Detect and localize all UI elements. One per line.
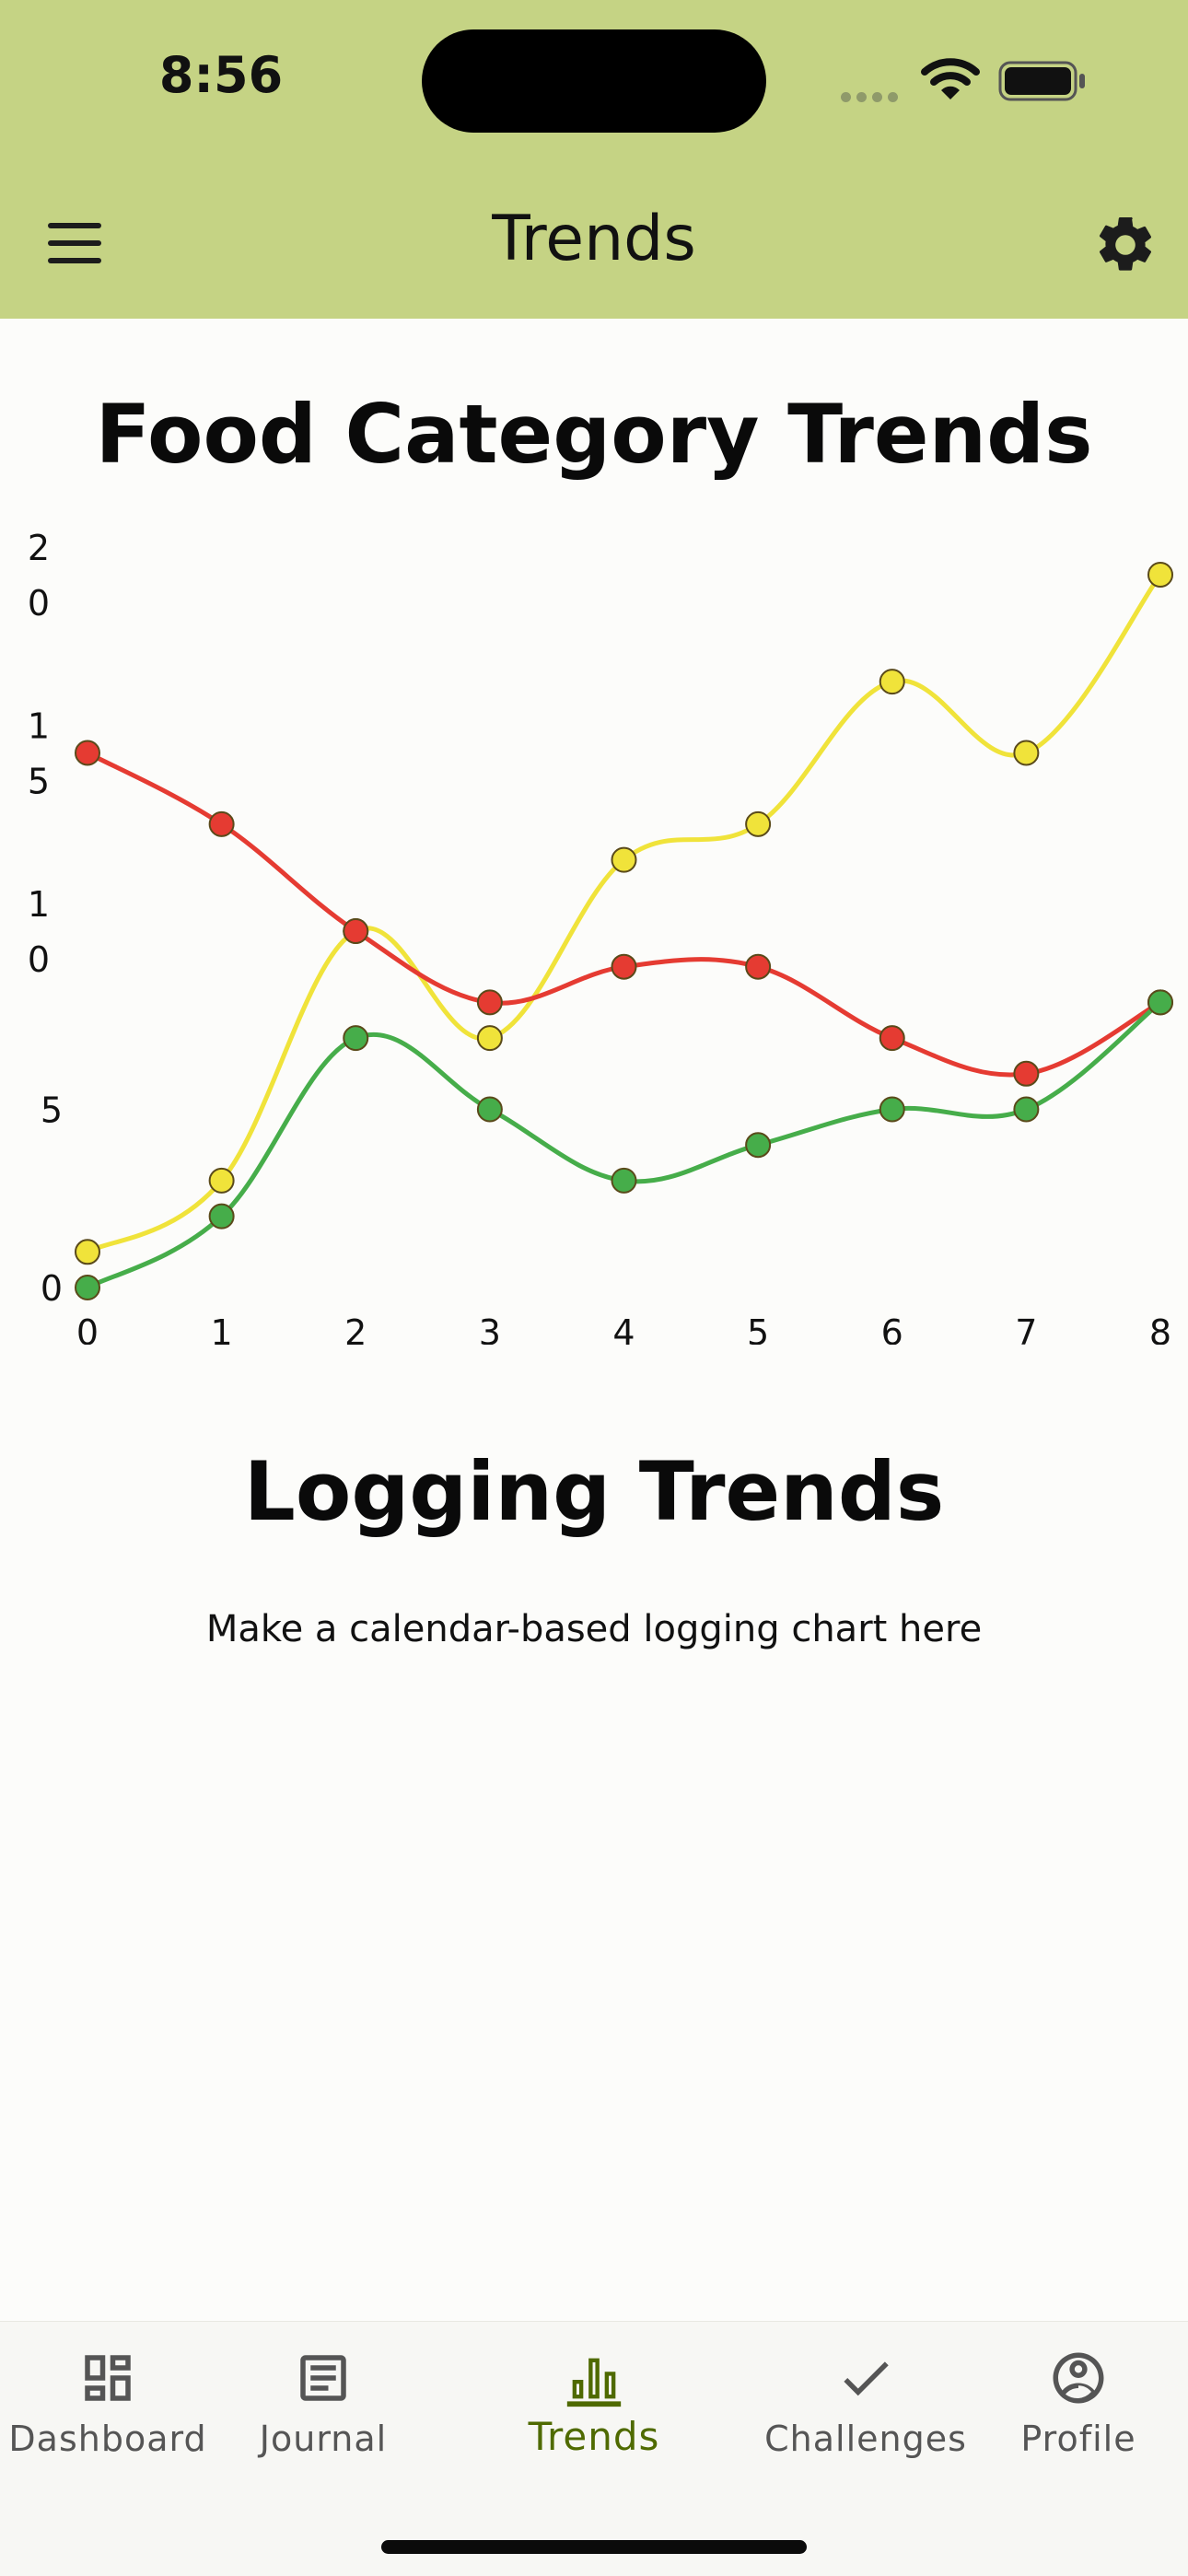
- dynamic-island: [422, 29, 766, 133]
- nav-label-challenges: Challenges: [764, 2419, 967, 2459]
- nav-item-journal[interactable]: Journal: [215, 2322, 431, 2506]
- logging-trends-title: Logging Trends: [243, 1444, 945, 1539]
- data-point[interactable]: [1013, 1096, 1040, 1123]
- data-point[interactable]: [75, 1275, 100, 1300]
- data-point[interactable]: [208, 810, 235, 837]
- nav-item-dashboard[interactable]: Dashboard: [0, 2322, 215, 2506]
- data-point[interactable]: [476, 1096, 503, 1123]
- nav-item-profile[interactable]: Profile: [976, 2322, 1181, 2506]
- data-point[interactable]: [343, 918, 369, 944]
- data-point[interactable]: [1013, 740, 1040, 766]
- food-trends-title: Food Category Trends: [95, 387, 1093, 482]
- data-point[interactable]: [879, 669, 905, 695]
- battery-icon: [998, 61, 1085, 101]
- data-point[interactable]: [476, 1025, 503, 1052]
- nav-label-dashboard: Dashboard: [8, 2419, 207, 2459]
- gear-icon[interactable]: [1092, 212, 1159, 278]
- menu-icon[interactable]: [48, 223, 107, 271]
- series-line: [86, 573, 1162, 1254]
- data-point[interactable]: [745, 810, 772, 837]
- x-tick-label: 0: [76, 1312, 99, 1345]
- check-icon: [844, 2361, 889, 2396]
- data-point[interactable]: [1013, 1060, 1040, 1087]
- data-point[interactable]: [745, 953, 772, 980]
- data-point[interactable]: [343, 1025, 369, 1052]
- bar-chart-icon: [566, 2358, 622, 2407]
- data-point[interactable]: [611, 846, 637, 873]
- x-tick-label: 4: [612, 1312, 635, 1345]
- food-trends-chart: 0 5 1 0 1 5 2 0 0 1 2 3 4 5 6 7 8: [28, 528, 1173, 1345]
- y-tick-label: 5: [41, 1090, 63, 1131]
- data-point[interactable]: [208, 1203, 235, 1230]
- series-line: [86, 751, 1162, 1078]
- home-indicator: [381, 2540, 807, 2554]
- data-point[interactable]: [745, 1132, 772, 1159]
- nav-item-challenges[interactable]: Challenges: [755, 2322, 976, 2506]
- data-point[interactable]: [75, 1239, 100, 1265]
- data-point[interactable]: [879, 1096, 905, 1123]
- data-point[interactable]: [75, 740, 100, 766]
- x-tick-label: 1: [211, 1312, 233, 1345]
- data-point[interactable]: [879, 1025, 905, 1052]
- x-tick-label: 3: [479, 1312, 501, 1345]
- bottom-nav: Dashboard Journal Trends Challenges Prof…: [0, 2321, 1188, 2576]
- dashboard-icon: [85, 2355, 131, 2401]
- data-point[interactable]: [1147, 562, 1173, 588]
- x-tick-label: 8: [1149, 1312, 1171, 1345]
- data-point[interactable]: [1147, 989, 1173, 1016]
- profile-icon: [1053, 2352, 1104, 2404]
- logging-placeholder-text: Make a calendar-based logging chart here: [205, 1608, 983, 1650]
- journal-icon: [300, 2355, 346, 2401]
- nav-item-trends[interactable]: Trends: [479, 2322, 709, 2506]
- status-time: 8:56: [158, 46, 284, 104]
- data-point[interactable]: [611, 1167, 637, 1194]
- data-point[interactable]: [208, 1167, 235, 1194]
- nav-label-trends: Trends: [528, 2414, 660, 2459]
- nav-label-profile: Profile: [1020, 2419, 1136, 2459]
- x-tick-label: 6: [881, 1312, 903, 1345]
- nav-label-journal: Journal: [259, 2419, 388, 2459]
- app-bar: Trends: [0, 175, 1188, 319]
- series-line: [86, 1000, 1162, 1290]
- x-tick-label: 5: [747, 1312, 769, 1345]
- page-title: Trends: [492, 203, 696, 275]
- y-tick-label: 0: [41, 1268, 63, 1309]
- x-tick-label: 7: [1015, 1312, 1037, 1345]
- x-tick-label: 2: [344, 1312, 367, 1345]
- cellular-signal-icon: [841, 88, 903, 106]
- data-point[interactable]: [611, 953, 637, 980]
- data-point[interactable]: [476, 989, 503, 1016]
- status-bar: 8:56: [0, 0, 1188, 175]
- wifi-icon: [921, 58, 980, 99]
